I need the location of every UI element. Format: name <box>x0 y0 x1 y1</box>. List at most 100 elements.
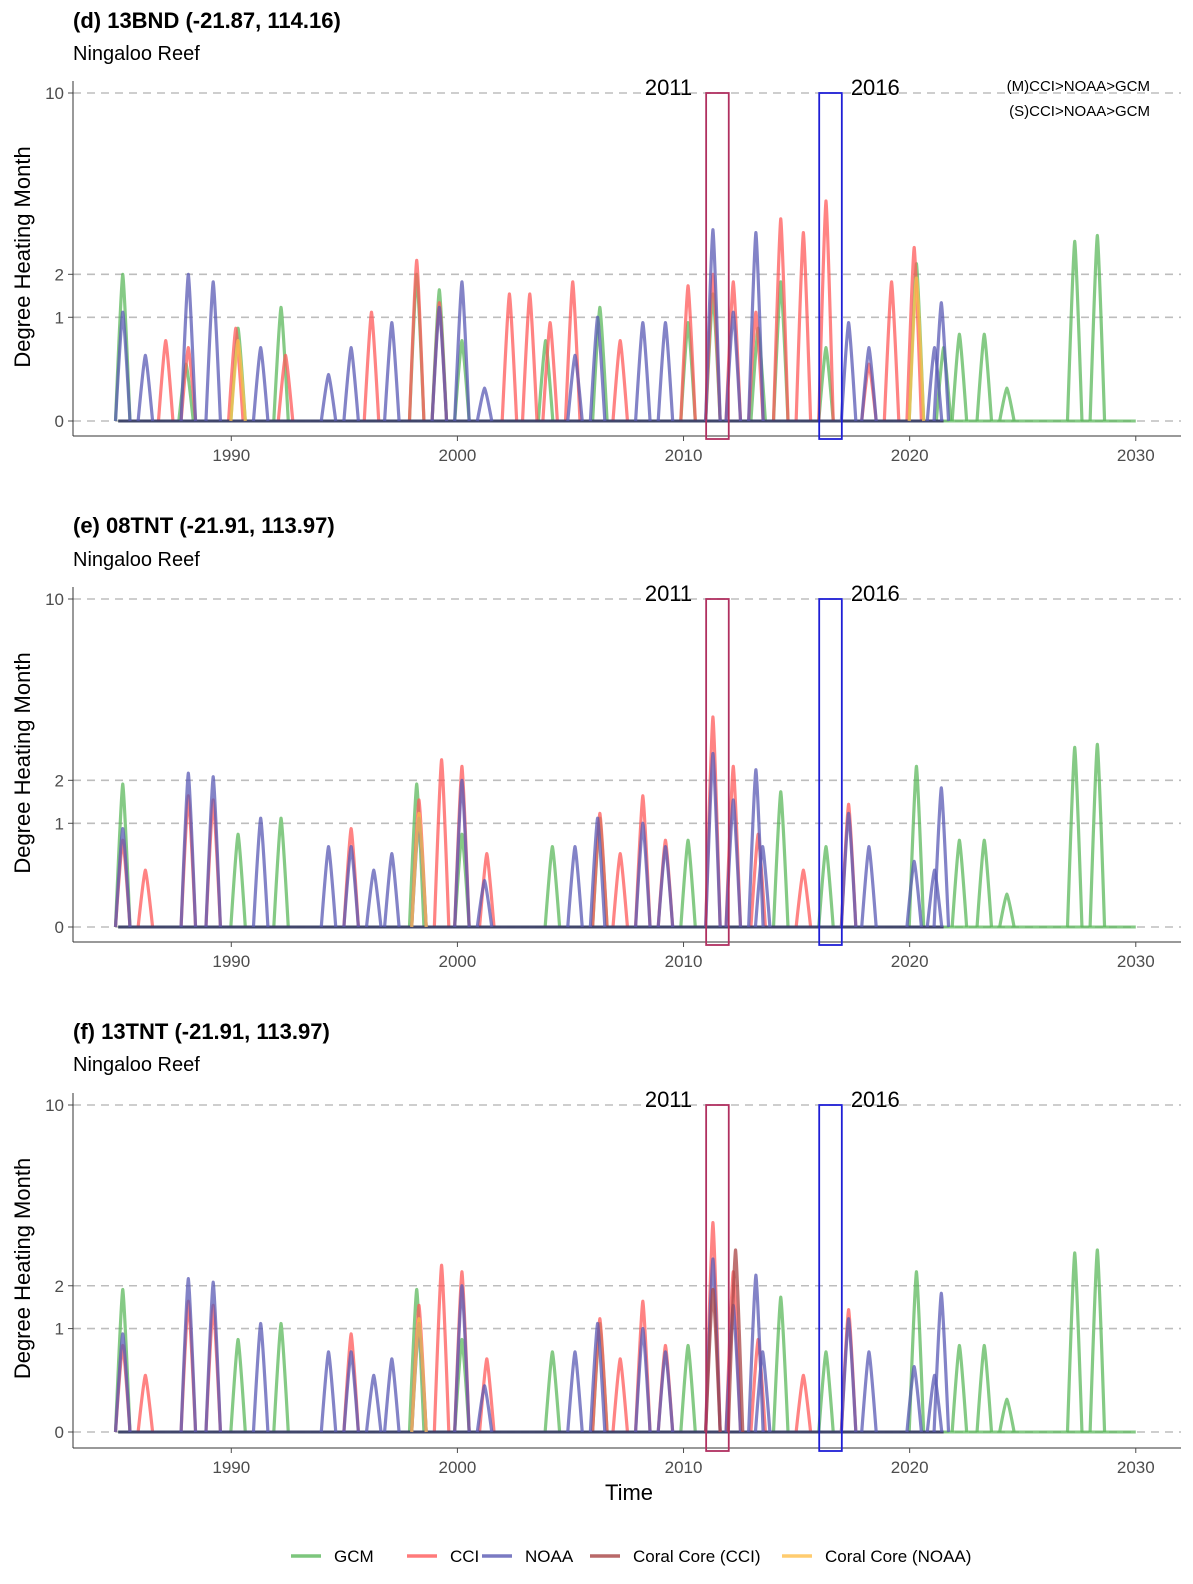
data-peak <box>432 758 451 928</box>
data-peak <box>407 258 426 422</box>
highlight-box <box>705 1104 730 1452</box>
data-peak <box>771 1295 790 1433</box>
x-tick-label: 2010 <box>665 446 703 465</box>
y-tick-label: 1 <box>55 1320 64 1339</box>
x-tick-label: 2030 <box>1117 952 1155 971</box>
data-peak <box>272 816 290 928</box>
data-peak <box>611 339 630 422</box>
data-peak <box>251 816 270 928</box>
data-peak <box>1065 745 1084 928</box>
data-peak <box>229 832 247 928</box>
data-peak <box>907 1270 926 1433</box>
series-cci <box>113 1221 858 1433</box>
y-tick-label: 1 <box>55 814 64 833</box>
legend-label: NOAA <box>525 1547 574 1566</box>
data-peak <box>588 1321 607 1433</box>
legend-label: GCM <box>334 1547 374 1566</box>
data-peak <box>591 305 609 422</box>
data-peak <box>975 332 994 422</box>
series-cci <box>113 715 858 928</box>
data-peak <box>113 1332 132 1433</box>
data-peak <box>726 1248 745 1433</box>
data-peak <box>383 321 401 422</box>
chart-panel: (d) 13BND (-21.87, 114.16) Ningaloo Reef 0… <box>10 8 1181 465</box>
y-tick-label: 0 <box>55 918 64 937</box>
data-peak <box>611 1357 630 1433</box>
data-peak <box>475 386 494 422</box>
data-peak <box>251 346 270 422</box>
series-noaa <box>113 751 951 929</box>
data-peak <box>364 868 383 928</box>
panel-note: (S)CCI>NOAA>GCM <box>1009 103 1150 120</box>
legend-item: GCM <box>291 1547 374 1566</box>
data-peak <box>566 353 584 422</box>
data-peak <box>753 845 772 928</box>
data-peak <box>925 1373 944 1433</box>
x-tick-label: 2020 <box>891 1458 929 1477</box>
x-tick-label: 1990 <box>212 446 250 465</box>
y-tick-label: 1 <box>55 308 64 327</box>
y-axis-title: Degree Heating Month <box>10 1158 35 1379</box>
y-tick-label: 0 <box>55 1423 64 1442</box>
data-peak <box>566 845 584 928</box>
highlight-box-label: 2016 <box>851 1087 900 1112</box>
series-coral-core-noaa- <box>229 276 926 422</box>
x-tick-label: 2020 <box>891 446 929 465</box>
panel-subtitle: Ningaloo Reef <box>73 43 200 65</box>
y-tick-label: 2 <box>55 265 64 284</box>
data-peak <box>817 845 835 928</box>
series-coral-core-noaa- <box>410 811 428 928</box>
legend-item: Coral Core (CCI) <box>590 1547 761 1566</box>
panel-subtitle: Ningaloo Reef <box>73 1054 200 1076</box>
chart-panels: (d) 13BND (-21.87, 114.16) Ningaloo Reef 0… <box>10 8 1181 1477</box>
legend-label: Coral Core (NOAA) <box>825 1547 971 1566</box>
highlight-box-label: 2011 <box>645 75 692 100</box>
data-peak <box>204 1280 223 1433</box>
data-peak <box>383 852 401 928</box>
data-peak <box>276 353 295 422</box>
data-peak <box>229 339 247 422</box>
data-peak <box>998 1397 1016 1433</box>
data-peak <box>541 321 559 422</box>
data-peak <box>453 1284 471 1433</box>
data-peak <box>229 1337 247 1433</box>
data-peak <box>905 859 924 928</box>
panel-title: (d) 13BND (-21.87, 114.16) <box>73 8 341 33</box>
highlight-box-label: 2011 <box>645 1087 692 1112</box>
y-tick-label: 10 <box>45 84 64 103</box>
data-peak <box>179 771 198 928</box>
data-peak <box>747 230 765 422</box>
data-peak <box>950 332 969 422</box>
data-peak <box>383 1357 401 1433</box>
data-peak <box>475 1384 494 1433</box>
data-peak <box>950 1343 969 1433</box>
data-peak <box>905 1365 924 1433</box>
highlight-box <box>705 92 730 440</box>
data-peak <box>272 1321 290 1433</box>
data-peak <box>1088 742 1107 928</box>
data-peak <box>753 1350 772 1433</box>
legend-item: Coral Core (NOAA) <box>782 1547 971 1566</box>
x-tick-label: 2010 <box>665 1458 703 1477</box>
highlight-box <box>818 92 843 440</box>
data-peak <box>1065 1251 1084 1433</box>
chart-panel: (f) 13TNT (-21.91, 113.97) Ningaloo Reef 0… <box>10 1019 1181 1477</box>
x-tick-label: 2000 <box>438 952 476 971</box>
data-peak <box>950 838 969 928</box>
data-peak <box>364 1373 383 1433</box>
data-peak <box>656 321 675 422</box>
data-peak <box>520 292 539 422</box>
highlight-box-label: 2016 <box>851 581 900 606</box>
highlight-box-label: 2016 <box>851 75 900 100</box>
data-peak <box>704 228 722 422</box>
data-peak <box>817 199 835 422</box>
data-peak <box>817 346 835 422</box>
data-peak <box>932 786 951 928</box>
data-peak <box>319 373 338 422</box>
x-tick-label: 1990 <box>212 1458 250 1477</box>
data-peak <box>563 280 582 422</box>
data-peak <box>342 1350 360 1433</box>
y-axis-title: Degree Heating Month <box>10 652 35 873</box>
data-peak <box>588 816 607 928</box>
